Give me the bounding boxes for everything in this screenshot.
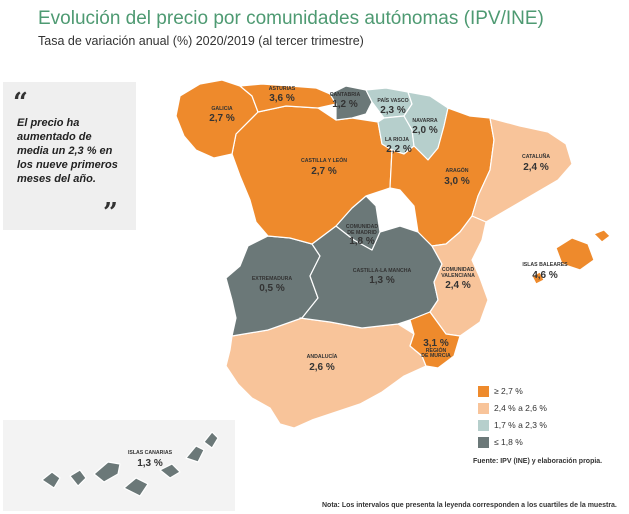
open-quote-icon: “ bbox=[13, 88, 28, 118]
label-extremadura-value: 0,5 % bbox=[259, 283, 285, 294]
region-murcia bbox=[409, 311, 461, 369]
label-valenciana-value: 2,4 % bbox=[445, 280, 471, 291]
region-baleares bbox=[531, 229, 611, 285]
close-quote-icon: ” bbox=[103, 198, 118, 228]
label-cataluna-name: CATALUÑA bbox=[522, 153, 550, 160]
label-castilla-mancha-name: CASTILLA-LA MANCHA bbox=[353, 268, 412, 274]
label-la-rioja-name: LA RIOJA bbox=[385, 137, 409, 143]
label-galicia-value: 2,7 % bbox=[209, 113, 235, 124]
label-navarra-value: 2,0 % bbox=[412, 125, 438, 136]
legend-swatch bbox=[478, 403, 489, 414]
footnote: Nota: Los intervalos que presenta la ley… bbox=[322, 502, 617, 509]
label-murcia-name-1: REGIÓN bbox=[426, 346, 447, 354]
label-canarias-value: 1,3 % bbox=[137, 458, 163, 469]
label-cantabria-name: CANTABRIA bbox=[330, 92, 361, 98]
label-madrid-value: 1,8 % bbox=[349, 236, 375, 247]
label-galicia-name: GALICIA bbox=[211, 106, 233, 112]
label-castilla-leon-name: CASTILLA Y LEÓN bbox=[301, 156, 347, 164]
label-murcia-value: 3,1 % bbox=[423, 338, 449, 349]
label-canarias-name: ISLAS CANARIAS bbox=[128, 450, 173, 456]
label-pais-vasco-name: PAÍS VASCO bbox=[377, 96, 408, 104]
region-castilla-leon bbox=[231, 105, 393, 245]
legend-label: ≤ 1,8 % bbox=[494, 437, 523, 447]
label-aragon-name: ARAGÓN bbox=[445, 166, 468, 174]
region-andalucia bbox=[225, 317, 427, 429]
label-madrid-name-2: DE MADRID bbox=[347, 230, 377, 236]
label-castilla-leon-value: 2,7 % bbox=[311, 166, 337, 177]
legend-swatch bbox=[478, 420, 489, 431]
label-baleares-value: 4,6 % bbox=[532, 270, 558, 281]
region-cantabria bbox=[329, 85, 373, 121]
label-aragon-value: 3,0 % bbox=[444, 176, 470, 187]
legend-label: 1,7 % a 2,3 % bbox=[494, 420, 547, 430]
region-canarias bbox=[41, 431, 219, 497]
label-valenciana-name-2: VALENCIANA bbox=[441, 273, 475, 279]
map-title: Evolución del precio por comunidades aut… bbox=[38, 8, 544, 29]
label-extremadura-name: EXTREMADURA bbox=[252, 276, 293, 282]
map-subtitle: Tasa de variación anual (%) 2020/2019 (a… bbox=[38, 34, 364, 48]
label-murcia-name-2: DE MURCIA bbox=[421, 353, 451, 359]
source-note: Fuente: IPV (INE) y elaboración propia. bbox=[473, 458, 603, 465]
label-pais-vasco-value: 2,3 % bbox=[380, 105, 406, 116]
legend-label: ≥ 2,7 % bbox=[494, 386, 523, 396]
label-valenciana-name-1: COMUNIDAD bbox=[442, 267, 475, 273]
label-la-rioja-value: 2,2 % bbox=[386, 144, 412, 155]
legend-swatch bbox=[478, 386, 489, 397]
label-madrid-name-1: COMUNIDAD bbox=[346, 224, 379, 230]
label-asturias-value: 3,6 % bbox=[269, 93, 295, 104]
label-asturias-name: ASTURIAS bbox=[269, 86, 296, 92]
region-galicia bbox=[175, 79, 259, 159]
label-navarra-name: NAVARRA bbox=[412, 118, 437, 124]
region-cataluna bbox=[471, 117, 573, 223]
legend-swatch bbox=[478, 437, 489, 448]
label-cantabria-value: 1,2 % bbox=[332, 99, 358, 110]
quote-text: El precio ha aumentado de media un 2,3 %… bbox=[17, 117, 118, 185]
label-cataluna-value: 2,4 % bbox=[523, 162, 549, 173]
label-andalucia-name: ANDALUCÍA bbox=[307, 352, 338, 360]
label-baleares-name: ISLAS BALEARES bbox=[522, 262, 568, 268]
label-andalucia-value: 2,6 % bbox=[309, 362, 335, 373]
quote-box: “ El precio ha aumentado de media un 2,3… bbox=[3, 82, 136, 230]
region-labels: GALICIA 2,7 % ASTURIAS 3,6 % CANTABRIA 1… bbox=[128, 86, 568, 469]
label-castilla-mancha-value: 1,3 % bbox=[369, 275, 395, 286]
legend-label: 2,4 % a 2,6 % bbox=[494, 403, 547, 413]
